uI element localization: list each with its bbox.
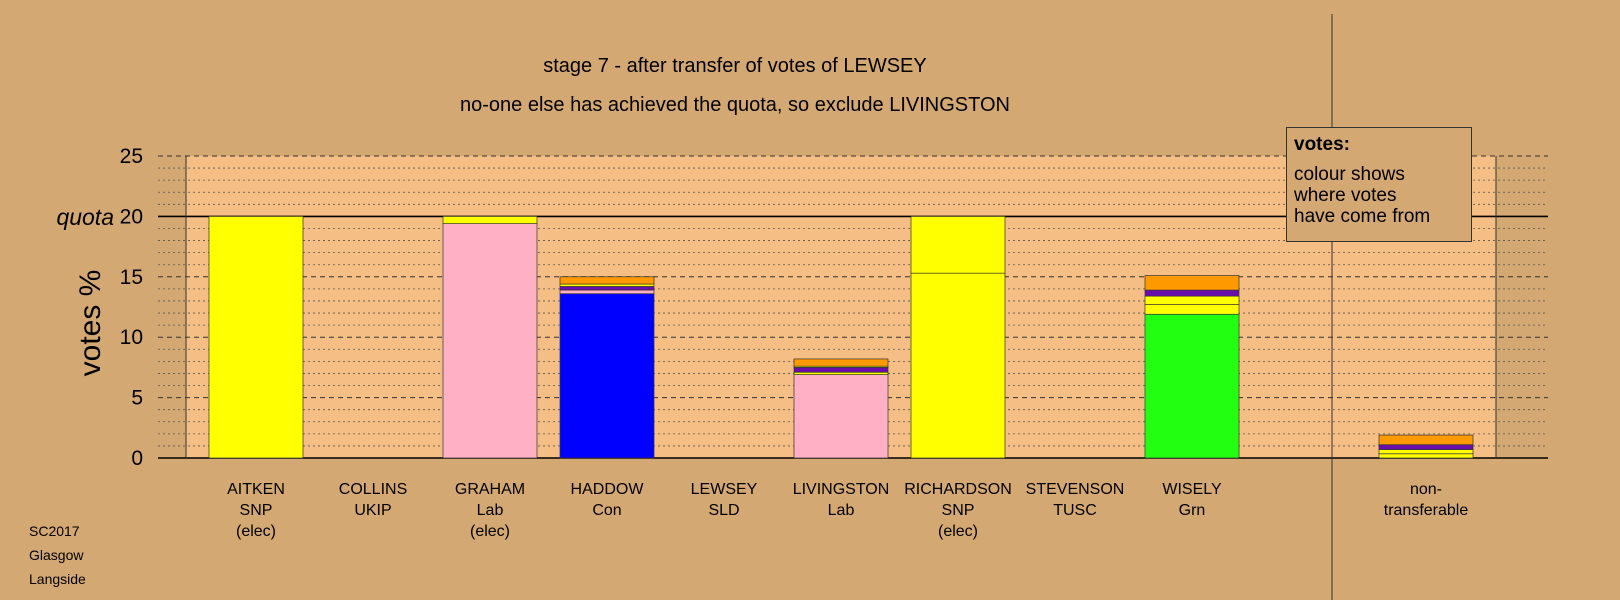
x-category-label: HADDOW xyxy=(571,481,645,498)
bar-segment xyxy=(1144,289,1240,297)
x-category-label: WISELY xyxy=(1162,481,1222,498)
bar-segment xyxy=(1144,275,1240,291)
bars xyxy=(208,216,1474,459)
bar-segment xyxy=(208,216,304,459)
x-category-label: (elec) xyxy=(236,523,276,540)
corner-info-line: Langside xyxy=(29,571,86,587)
bar-segment xyxy=(793,374,889,459)
x-category-label: Con xyxy=(592,502,621,519)
x-category-label: AITKEN xyxy=(227,481,285,498)
y-tick-label: 20 xyxy=(120,205,143,228)
chart-subtitle: no-one else has achieved the quota, so e… xyxy=(460,94,1010,116)
y-tick-label: 25 xyxy=(120,145,143,168)
legend-line: have come from xyxy=(1294,206,1431,227)
x-category-label: STEVENSON xyxy=(1026,481,1125,498)
bar-segment xyxy=(793,371,889,375)
bar-segment xyxy=(559,276,655,285)
bar-segment xyxy=(559,283,655,287)
corner-info-line: Glasgow xyxy=(29,547,84,563)
bar-segment xyxy=(559,289,655,295)
bar-segment xyxy=(1378,444,1474,450)
bar-segment xyxy=(793,358,889,367)
y-tick-label: 5 xyxy=(131,387,143,410)
x-category-label: (elec) xyxy=(470,523,510,540)
x-category-label: RICHARDSON xyxy=(904,481,1012,498)
x-category-label: UKIP xyxy=(354,502,391,519)
x-category-label: SNP xyxy=(240,502,273,519)
legend-line: colour shows xyxy=(1294,164,1405,185)
y-tick-label: 0 xyxy=(131,447,143,470)
x-category-label: SLD xyxy=(708,502,739,519)
axes xyxy=(185,14,1497,600)
y-tick-labels: 0 5 10 15 20 25 xyxy=(120,145,143,470)
bar-segment xyxy=(1378,453,1474,459)
bar-segment xyxy=(1378,434,1474,446)
bar-segment xyxy=(442,223,538,459)
x-category-label: Grn xyxy=(1179,502,1206,519)
x-category-label: Lab xyxy=(477,502,504,519)
x-category-label: transferable xyxy=(1384,502,1469,519)
bar-segment xyxy=(910,272,1006,459)
y-tick-label: 10 xyxy=(120,326,143,349)
y-axis-label: votes % xyxy=(74,270,107,377)
x-category-label: (elec) xyxy=(938,523,978,540)
bar-segment xyxy=(793,367,889,373)
x-category-label: TUSC xyxy=(1053,502,1097,519)
legend-line: where votes xyxy=(1294,185,1397,206)
x-category-label: LEWSEY xyxy=(691,481,758,498)
legend-box: votes: colour shows where votes have com… xyxy=(1286,127,1472,242)
x-category-labels: AITKEN SNP (elec) COLLINS UKIP GRAHAM Lab (elec… xyxy=(227,481,1468,540)
bar-segment xyxy=(1378,449,1474,455)
bar-segment xyxy=(442,216,538,224)
quota-label: quota xyxy=(56,204,114,230)
bar-segment xyxy=(1144,313,1240,459)
x-category-label: SNP xyxy=(942,502,975,519)
bar-segment xyxy=(910,216,1006,274)
y-tick-label: 15 xyxy=(120,266,143,289)
bar-segment xyxy=(559,286,655,291)
bar-segment xyxy=(1144,295,1240,305)
x-category-label: LIVINGSTON xyxy=(793,481,890,498)
chart-title: stage 7 - after transfer of votes of LEW… xyxy=(543,55,927,77)
legend-title: votes: xyxy=(1294,134,1350,155)
x-category-label: COLLINS xyxy=(339,481,407,498)
bar-segment xyxy=(559,293,655,459)
x-category-label: Lab xyxy=(828,502,855,519)
corner-info-line: SC2017 xyxy=(29,523,80,539)
x-category-label: non- xyxy=(1410,481,1442,498)
x-category-label: GRAHAM xyxy=(455,481,525,498)
bar-segment xyxy=(1144,304,1240,315)
